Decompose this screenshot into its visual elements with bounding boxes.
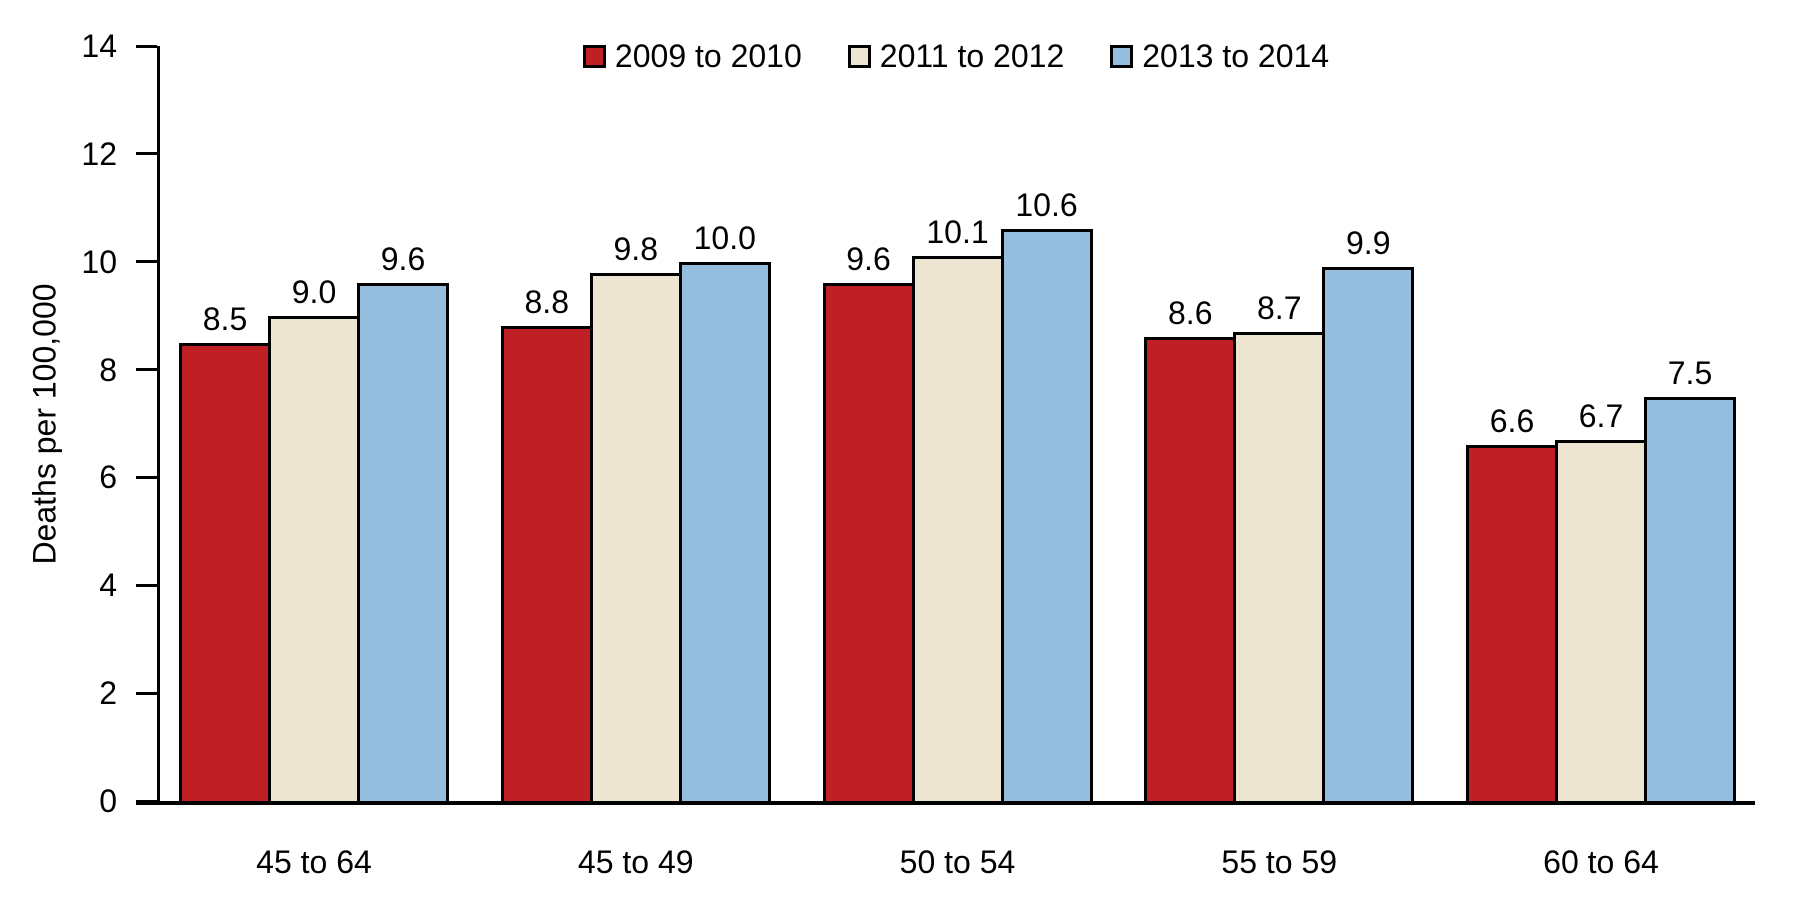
bar-value-label: 8.7 xyxy=(1257,289,1302,326)
bar-2011-to-2012-50-to-54: 10.1 xyxy=(911,215,1004,801)
x-axis-category-label: 45 to 49 xyxy=(577,844,694,880)
bar-2009-to-2010-45-to-64: 8.5 xyxy=(179,302,271,801)
legend-swatch-icon xyxy=(1110,44,1134,68)
bar-2013-to-2014-50-to-54: 10.6 xyxy=(1000,188,1093,801)
bar-2009-to-2010-60-to-64: 6.6 xyxy=(1466,404,1558,801)
bar-2011-to-2012-55-to-59: 8.7 xyxy=(1233,291,1326,801)
bar-value-label: 10.0 xyxy=(693,219,756,256)
legend-swatch-icon xyxy=(847,44,871,68)
y-axis-tick-label: 2 xyxy=(99,675,117,712)
bar-2011-to-2012-45-to-64: 9.0 xyxy=(268,275,360,801)
x-axis-category-label: 45 to 64 xyxy=(256,844,372,880)
y-axis-tick-label: 12 xyxy=(81,135,117,172)
bar-value-label: 8.5 xyxy=(202,300,248,337)
y-axis-tick-label: 14 xyxy=(81,28,117,64)
bar-value-label: 10.6 xyxy=(1015,187,1078,224)
bar-value-label: 9.9 xyxy=(1346,225,1391,262)
bar-2009-to-2010-45-to-49: 8.8 xyxy=(500,285,593,801)
bar-2013-to-2014-45-to-49: 10.0 xyxy=(678,221,771,801)
bar-group-50-to-54: 9.6 10.1 10.6 50 to 54 xyxy=(822,46,1093,879)
y-axis-tick-mark xyxy=(136,152,157,156)
bar-group-60-to-64: 6.6 6.7 7.5 60 to 64 xyxy=(1466,46,1736,879)
bar-2013-to-2014-45-to-64: 9.6 xyxy=(357,242,449,801)
bar-value-label: 9.8 xyxy=(613,230,658,267)
plot-area: 8.5 9.0 9.6 45 to 64 8.8 9.8 10.0 45 to 49 9.6 10… xyxy=(81,30,1755,879)
y-axis-tick-mark xyxy=(136,583,157,587)
bar-group-45-to-64: 8.5 9.0 9.6 45 to 64 xyxy=(179,46,449,879)
bar-value-label: 9.0 xyxy=(291,273,337,310)
x-axis-category-label: 50 to 54 xyxy=(899,844,1016,880)
bar-2013-to-2014-55-to-59: 9.9 xyxy=(1322,226,1415,801)
x-axis-category-label: 60 to 64 xyxy=(1543,844,1659,880)
y-axis-tick-mark xyxy=(136,44,157,48)
bar-group-45-to-49: 8.8 9.8 10.0 45 to 49 xyxy=(500,46,771,879)
bar-value-label: 6.6 xyxy=(1489,403,1535,440)
y-axis-tick-mark xyxy=(136,368,157,372)
legend-item-2011-to-2012: 2011 to 2012 xyxy=(847,38,1065,74)
bar-2011-to-2012-60-to-64: 6.7 xyxy=(1555,399,1647,801)
bar-value-label: 6.7 xyxy=(1578,397,1624,434)
y-axis-tick-label: 6 xyxy=(99,459,117,496)
bar-value-label: 8.6 xyxy=(1168,295,1213,332)
legend-item-2009-to-2010: 2009 to 2010 xyxy=(582,38,802,74)
y-axis-title: Deaths per 100,000 xyxy=(26,282,63,565)
y-axis-tick-label: 4 xyxy=(99,567,117,604)
bar-2011-to-2012-45-to-49: 9.8 xyxy=(589,232,682,801)
bar-group-55-to-59: 8.6 8.7 9.9 55 to 59 xyxy=(1144,46,1415,879)
bars-container: 8.5 9.0 9.6 45 to 64 8.8 9.8 10.0 45 to 49 9.6 10… xyxy=(160,46,1755,879)
y-axis-tick-label: 0 xyxy=(99,783,117,819)
y-axis-tick-label: 8 xyxy=(99,351,117,388)
y-axis-tick-label: 10 xyxy=(81,243,117,280)
bar-value-label: 9.6 xyxy=(846,241,891,278)
legend: 2009 to 2010 2011 to 2012 2013 to 2014 xyxy=(157,38,1755,74)
bar-value-label: 8.8 xyxy=(524,284,569,321)
legend-item-2013-to-2014: 2013 to 2014 xyxy=(1110,38,1329,74)
bar-2009-to-2010-55-to-59: 8.6 xyxy=(1144,296,1237,801)
bar-value-label: 7.5 xyxy=(1667,354,1713,391)
legend-label: 2013 to 2014 xyxy=(1142,38,1330,74)
y-axis-tick-mark xyxy=(136,691,157,695)
y-axis-tick-mark xyxy=(136,799,157,803)
y-axis-tick-mark xyxy=(136,260,157,264)
bar-value-label: 9.6 xyxy=(380,241,426,278)
bar-2009-to-2010-50-to-54: 9.6 xyxy=(822,242,915,801)
x-axis-category-label: 55 to 59 xyxy=(1221,844,1338,880)
legend-swatch-icon xyxy=(582,44,606,68)
x-axis-baseline-extension xyxy=(136,801,160,805)
legend-label: 2011 to 2012 xyxy=(879,38,1065,74)
bar-2013-to-2014-60-to-64: 7.5 xyxy=(1644,356,1736,801)
bar-value-label: 10.1 xyxy=(926,214,989,251)
legend-label: 2009 to 2010 xyxy=(614,38,802,74)
y-axis-tick-mark xyxy=(136,475,157,479)
